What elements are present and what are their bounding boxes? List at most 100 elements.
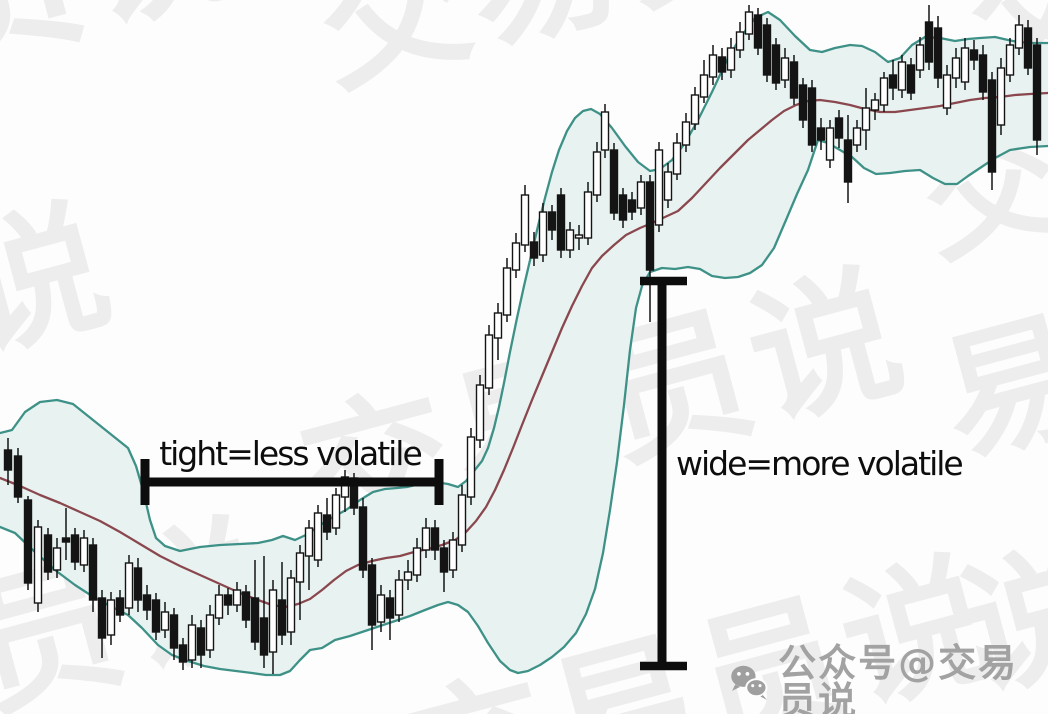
candle-body [978,54,988,93]
candle-body [448,539,458,571]
candle-body [843,139,853,183]
candle-body [789,61,799,99]
candle-body [358,506,368,571]
candle-body [600,111,610,151]
candle-body [556,194,566,251]
candle-body [493,312,503,339]
candle-body [214,594,224,619]
candle-body [807,87,817,146]
candle-body [295,552,305,583]
candle-body [160,611,170,631]
candle-body [133,567,143,601]
candle-body [322,514,332,533]
candle-body [376,594,386,623]
candle-body [13,455,23,498]
candle-body [816,127,826,141]
wide-bracket-top-cap [640,276,687,286]
candle-body [169,614,179,649]
candle-body [412,547,422,576]
candle-body [61,537,71,543]
candle-body [1032,44,1042,141]
wide-bracket-bar [657,281,667,666]
candle-body [88,544,98,601]
candle-body [672,142,682,175]
candle-body [115,597,125,616]
candle-body [987,79,997,173]
candle-body [403,571,413,581]
candle-body [232,589,242,606]
candle-body [466,436,476,498]
candle-body [430,527,440,551]
candle-body [762,24,772,76]
candle-body [475,384,485,441]
candle-body [142,594,152,611]
candle-body [187,624,197,661]
candle-body [259,617,269,656]
candle-body [717,56,727,73]
candle-body [699,74,709,98]
candle-body [825,127,835,161]
candle-body [241,591,251,621]
candle-body [124,562,134,609]
candle-body [565,229,575,251]
candle-body [583,191,593,239]
candle-body [645,181,655,271]
candle-body [205,614,215,651]
candle-body [888,74,898,89]
candle-body [79,537,89,566]
candle-body [924,21,934,63]
candle-body [178,644,188,663]
candle-body [538,211,548,256]
candle-body [277,599,287,636]
candle-body [996,67,1006,126]
candle-body [915,44,925,71]
candle-body [654,149,664,226]
candle-body [852,127,862,146]
candle-body [421,527,431,551]
candle-body [690,94,700,125]
tight-bracket-left-cap [140,459,150,505]
wechat-badge: 公众号@交易员说 [728,644,1048,714]
lower-band-line [0,138,1048,677]
candle-body [33,526,43,604]
candle-body [627,199,637,213]
tight-bracket-bar [145,477,439,487]
candle-body [313,512,323,561]
candle-body [609,149,619,214]
tight-volatility-label: tight=less volatile [159,434,423,473]
candle-body [708,54,718,78]
candle-body [1005,44,1015,76]
candle-body [529,241,539,259]
candle-body [331,494,341,529]
candle-body [870,99,880,111]
candle-body [861,107,871,131]
candle-body [340,476,350,498]
candle-body [574,234,584,239]
candle-body [753,14,763,49]
candle-body [502,267,512,316]
candle-body [520,194,530,246]
candle-body [969,49,979,61]
tight-bracket-right-cap [434,459,444,505]
candle-body [97,597,107,639]
wechat-icon [731,665,768,700]
candle-body [771,44,781,84]
candle-body [457,494,467,546]
candle-body [592,151,602,196]
candle-body [726,47,736,71]
candle-body [834,117,844,139]
candle-body [798,84,808,121]
wechat-account-label: 公众号@交易员说 [778,641,1019,714]
candle-body [367,564,377,626]
candle-body [511,242,521,271]
candle-body [304,527,314,557]
candle-body [879,77,889,106]
candle-body [394,579,404,616]
candle-body [70,534,80,563]
candle-body [439,547,449,573]
candle-body [286,577,296,633]
candle-body [1023,27,1033,69]
candle-body [484,334,494,389]
